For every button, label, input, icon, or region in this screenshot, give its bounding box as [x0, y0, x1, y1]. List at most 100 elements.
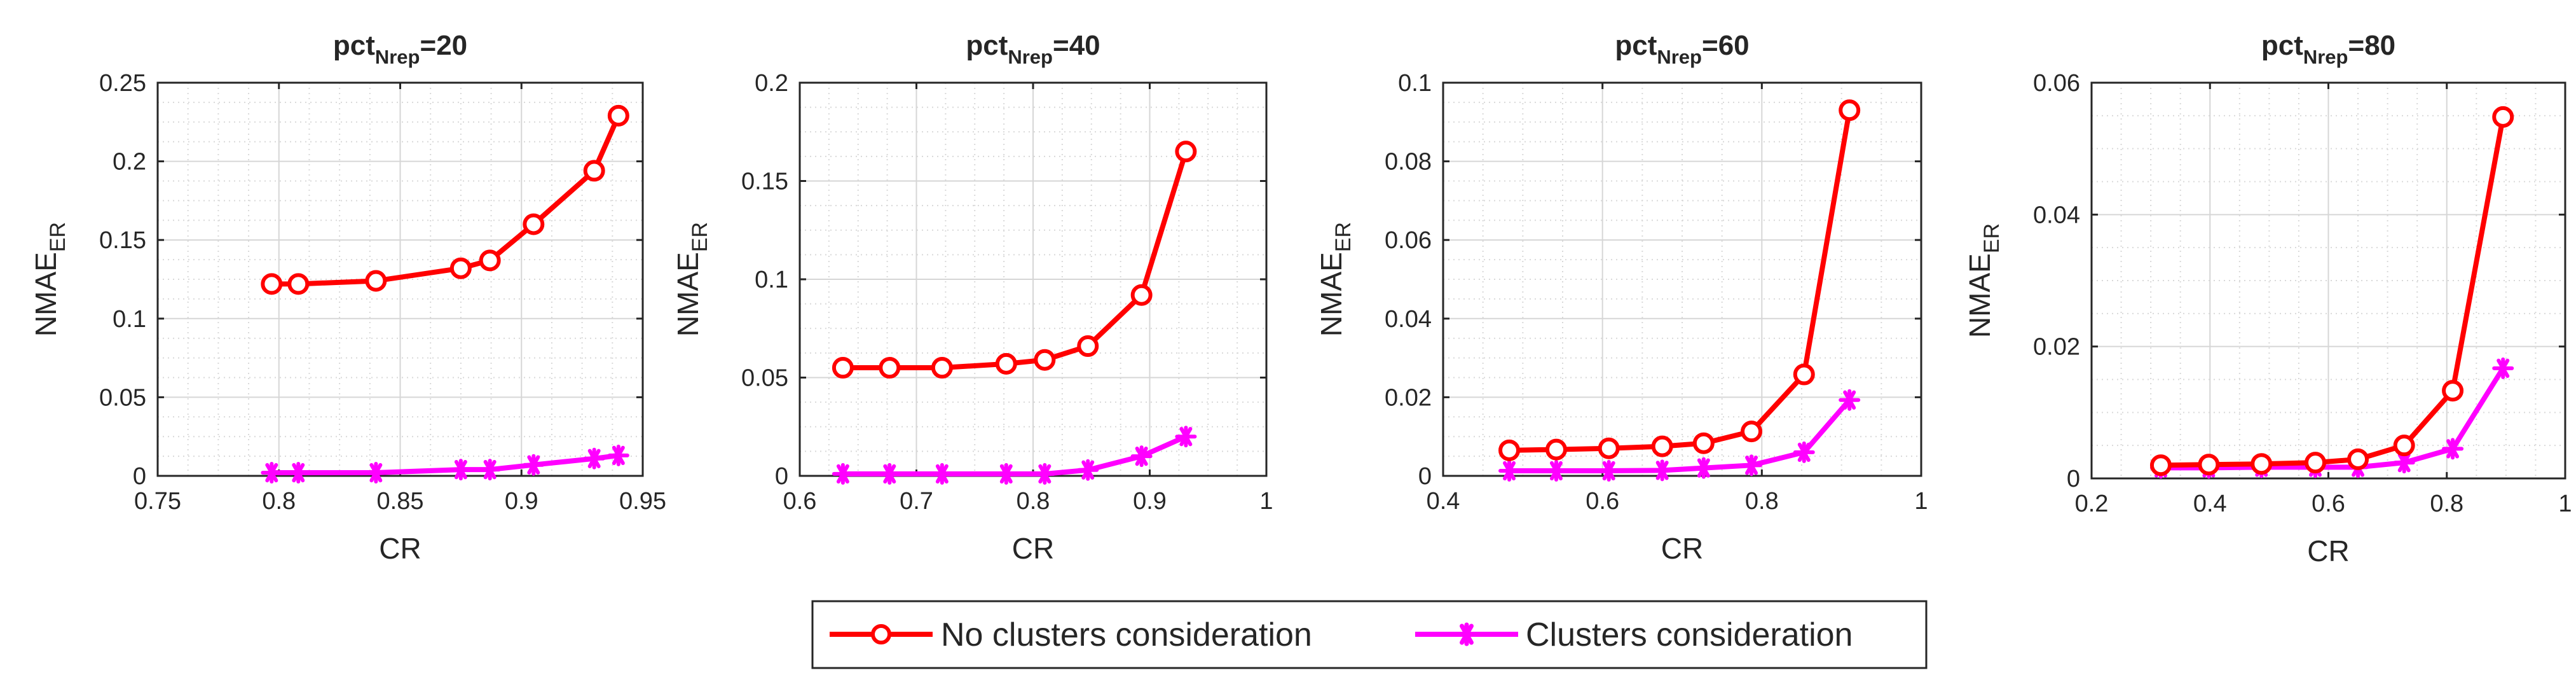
data-point-circle	[1545, 438, 1567, 461]
y-axis-label: NMAEER	[671, 222, 712, 337]
data-point-circle	[879, 357, 901, 379]
data-point-circle	[832, 357, 854, 379]
data-point-circle	[607, 104, 629, 127]
series-clusters	[1498, 389, 1861, 482]
data-point-circle	[365, 270, 387, 292]
data-point-circle	[1651, 435, 1673, 457]
series-no-clusters	[261, 104, 629, 295]
data-point-asterisk	[1130, 445, 1153, 468]
data-point-asterisk	[1651, 459, 1673, 482]
y-tick-label: 0.05	[741, 365, 788, 392]
data-point-circle	[2149, 454, 2172, 477]
chart-panel-4: 0.2 0.4 0.6 0.8 1 0 0.02 0.04 0.06 pctNrep=80 CR NM…	[1963, 30, 2572, 567]
x-tick-label: 0.2	[2075, 491, 2109, 517]
y-tick-label: 0.04	[1385, 306, 1432, 333]
x-tick-label: 0.9	[505, 488, 538, 515]
x-axis-label: CR	[379, 532, 421, 565]
chart-title-base: pct	[1615, 30, 1657, 61]
data-point-asterisk	[449, 459, 472, 481]
chart-panels: 0.75 0.8 0.85 0.9 0.95 0 0.05 0.1 0.15 0.2 0.25 pct…	[29, 30, 2572, 567]
x-tick-label: 0.4	[1427, 488, 1460, 515]
data-point-asterisk	[1498, 459, 1521, 482]
y-tick-label: 0.15	[741, 169, 788, 195]
x-tick-label: 1	[2558, 491, 2572, 517]
data-point-asterisk	[287, 462, 310, 484]
x-tick-label: 0.6	[783, 488, 817, 515]
y-tick-label: 0.06	[1385, 227, 1432, 254]
y-tick-label: 0.2	[113, 149, 146, 176]
chart-title-subscript: Nrep	[375, 46, 420, 68]
data-point-asterisk	[1839, 389, 1861, 411]
x-tick-label: 0.4	[2193, 491, 2227, 517]
chart-panel-3: 0.4 0.6 0.8 1 0 0.02 0.04 0.06 0.08 0.1 pctNrep=60…	[1315, 30, 1928, 565]
data-point-asterisk	[1545, 459, 1567, 482]
legend-marker-asterisk	[1455, 622, 1479, 646]
series-clusters	[832, 426, 1197, 485]
legend-label-clusters: Clusters consideration	[1526, 616, 1853, 653]
legend-label-no-clusters: No clusters consideration	[941, 616, 1312, 653]
chart-title-base: pct	[2261, 30, 2303, 61]
y-axis-label: NMAEER	[29, 222, 70, 337]
data-point-circle	[583, 160, 605, 182]
data-point-asterisk	[1077, 459, 1099, 481]
data-point-asterisk	[995, 463, 1017, 485]
x-tick-label: 0.75	[134, 488, 181, 515]
data-point-circle	[1498, 439, 1521, 461]
data-point-circle	[995, 352, 1017, 375]
y-tick-label: 0	[2067, 466, 2080, 492]
data-point-asterisk	[607, 444, 629, 466]
data-point-circle	[261, 273, 283, 295]
x-axis-label: CR	[1012, 532, 1054, 565]
y-axis-label-base: NMAE	[1963, 253, 1996, 338]
grid	[1442, 82, 1922, 477]
data-point-circle	[287, 273, 310, 295]
data-point-asterisk	[583, 447, 605, 470]
chart-title-value: =60	[1702, 30, 1750, 61]
y-tick-label: 0.15	[99, 227, 146, 254]
data-point-circle	[2305, 452, 2327, 474]
chart-title: pctNrep=40	[966, 30, 1100, 68]
y-tick-label: 0.1	[755, 267, 788, 293]
y-axis-label-subscript: ER	[1980, 223, 2004, 253]
data-point-asterisk	[365, 462, 387, 484]
y-axis-label-base: NMAE	[29, 252, 62, 337]
ticks: 0.75 0.8 0.85 0.9 0.95 0 0.05 0.1 0.15 0.2 0.25	[99, 70, 666, 515]
data-point-circle	[1793, 363, 1815, 386]
data-point-circle	[2442, 380, 2464, 402]
data-point-asterisk	[261, 462, 283, 484]
y-tick-label: 0	[775, 463, 788, 490]
y-tick-label: 0	[133, 463, 146, 490]
x-axis-label: CR	[2307, 534, 2349, 567]
series-no-clusters	[1498, 99, 1861, 461]
data-point-circle	[931, 357, 953, 379]
y-tick-label: 0.05	[99, 384, 146, 411]
ticks: 0.4 0.6 0.8 1 0 0.02 0.04 0.06 0.08 0.1	[1385, 70, 1928, 515]
data-point-asterisk	[1793, 441, 1815, 463]
x-tick-label: 1	[1914, 488, 1928, 515]
data-point-circle	[1741, 421, 1763, 443]
data-point-asterisk	[1175, 426, 1197, 448]
data-point-circle	[523, 213, 545, 235]
data-point-circle	[1175, 141, 1197, 163]
y-axis-label-subscript: ER	[688, 222, 712, 252]
data-point-asterisk	[879, 463, 901, 485]
chart-title: pctNrep=80	[2261, 30, 2395, 68]
chart-title: pctNrep=20	[333, 30, 467, 68]
y-tick-label: 0.08	[1385, 149, 1432, 176]
legend-marker-circle	[871, 624, 891, 644]
data-point-circle	[1077, 335, 1099, 358]
data-point-asterisk	[2393, 452, 2415, 474]
data-point-circle	[479, 249, 501, 272]
x-tick-label: 0.8	[262, 488, 296, 515]
chart-title-subscript: Nrep	[1008, 46, 1053, 68]
x-tick-label: 0.7	[900, 488, 933, 515]
data-point-circle	[2492, 106, 2514, 128]
data-point-circle	[2251, 453, 2273, 475]
y-tick-label: 0.2	[755, 70, 788, 97]
y-axis-label-subscript: ER	[46, 222, 70, 252]
legend: No clusters consideration Clusters consi…	[811, 600, 1928, 669]
data-point-asterisk	[479, 459, 501, 481]
y-axis-label: NMAEER	[1315, 222, 1355, 337]
series-no-clusters	[2149, 106, 2514, 477]
data-point-asterisk	[2442, 438, 2464, 460]
